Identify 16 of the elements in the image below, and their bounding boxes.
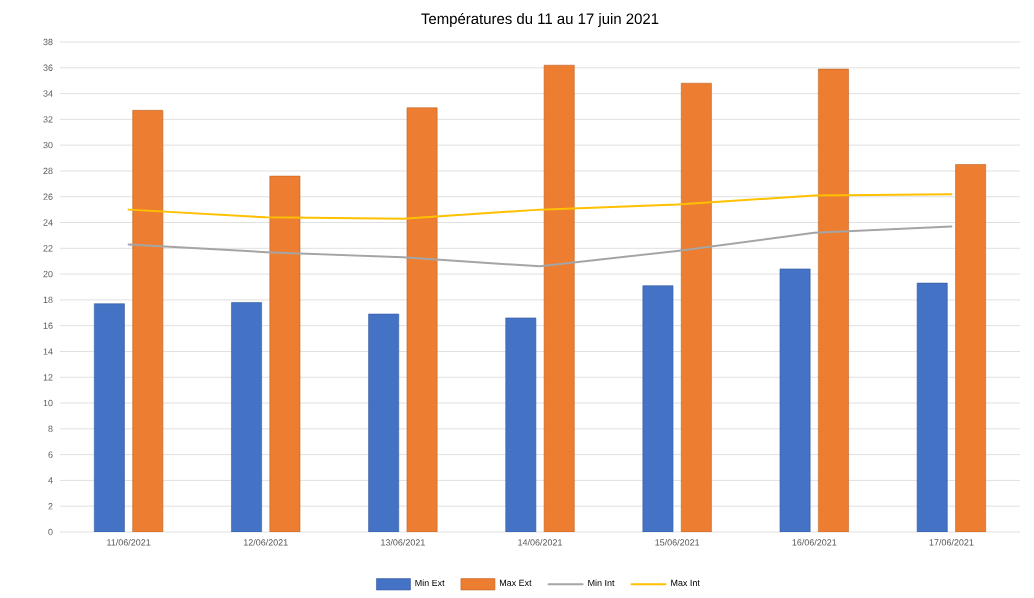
bar: [779, 269, 811, 533]
bar: [132, 110, 164, 533]
bar: [543, 65, 575, 533]
line-series: [127, 225, 953, 268]
bar: [818, 69, 849, 533]
bar: [406, 107, 438, 533]
bar: [231, 302, 262, 533]
bar: [269, 176, 301, 533]
bar: [368, 314, 400, 533]
bar: [505, 318, 537, 533]
line-series: [127, 193, 953, 221]
bar: [955, 164, 986, 533]
bar: [916, 283, 948, 533]
bar: [94, 303, 125, 533]
bar: [680, 83, 712, 533]
bar: [642, 285, 674, 533]
